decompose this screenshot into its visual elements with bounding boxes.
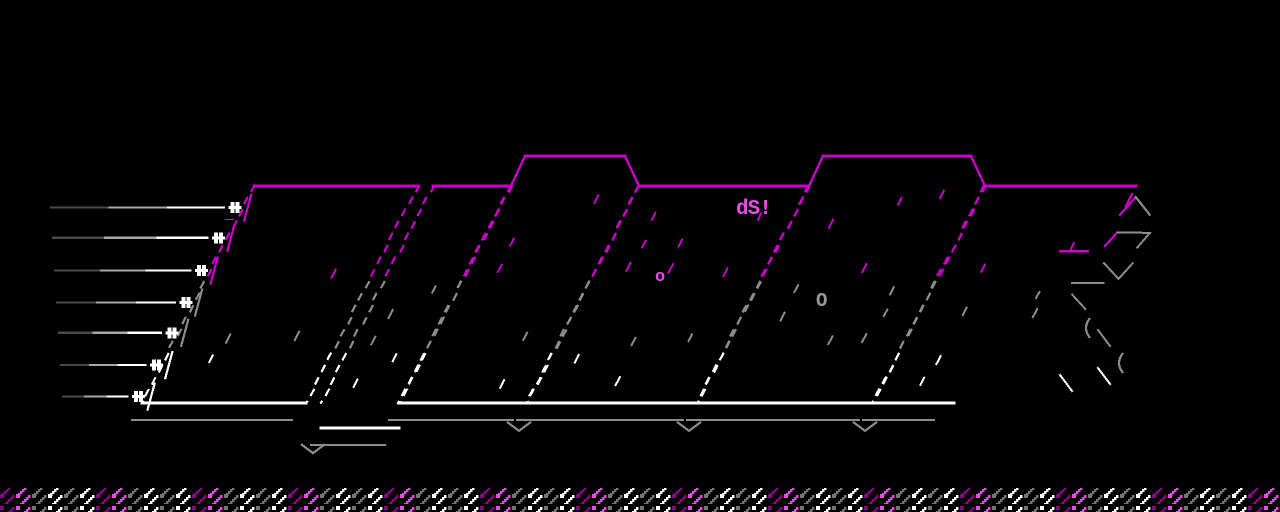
svg-text:dS!: dS! <box>736 198 771 221</box>
svg-text:o: o <box>655 268 665 287</box>
svg-text:O: O <box>816 290 827 312</box>
svg-text:_: _ <box>224 206 235 223</box>
